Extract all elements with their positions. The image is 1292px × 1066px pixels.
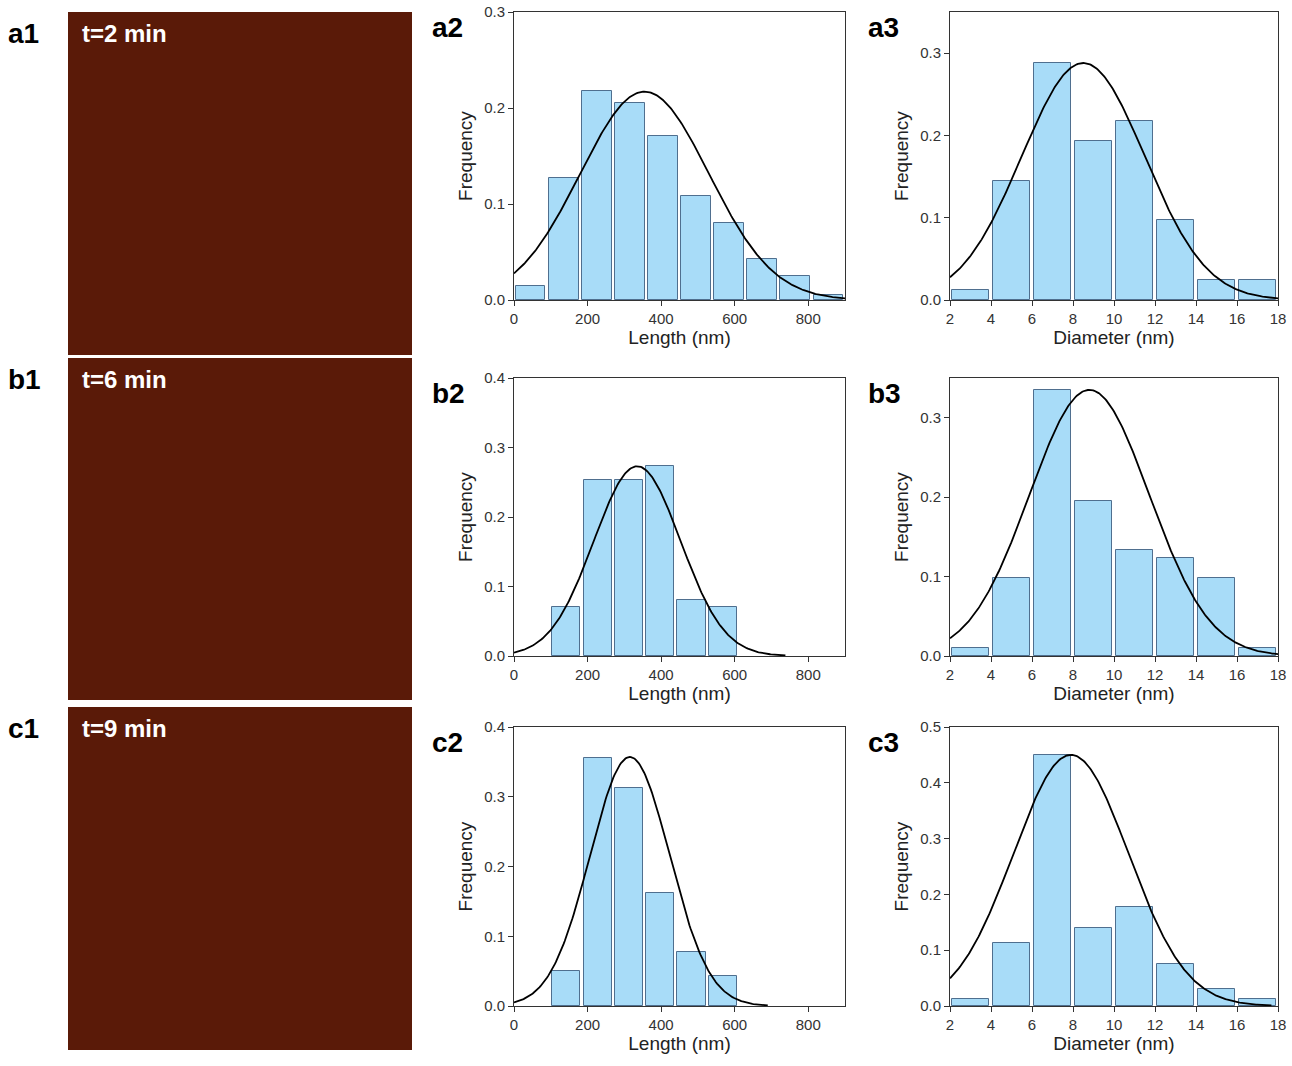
svg-text:6: 6 — [1028, 666, 1036, 683]
svg-text:Frequency: Frequency — [891, 111, 912, 201]
svg-text:0.0: 0.0 — [484, 997, 505, 1014]
svg-text:12: 12 — [1147, 1016, 1164, 1033]
svg-text:18: 18 — [1270, 1016, 1287, 1033]
svg-text:600: 600 — [722, 310, 747, 327]
svg-text:12: 12 — [1147, 310, 1164, 327]
svg-text:Length (nm): Length (nm) — [628, 327, 730, 348]
svg-text:2: 2 — [946, 1016, 954, 1033]
svg-text:0.3: 0.3 — [920, 44, 941, 61]
svg-text:c3: c3 — [868, 727, 899, 758]
svg-text:400: 400 — [649, 1016, 674, 1033]
svg-text:8: 8 — [1069, 1016, 1077, 1033]
svg-text:Diameter (nm): Diameter (nm) — [1053, 683, 1174, 704]
svg-text:8: 8 — [1069, 310, 1077, 327]
svg-text:800: 800 — [796, 310, 821, 327]
svg-text:0.1: 0.1 — [484, 195, 505, 212]
svg-text:0.2: 0.2 — [920, 127, 941, 144]
svg-text:0.2: 0.2 — [920, 488, 941, 505]
svg-text:c1: c1 — [8, 713, 39, 744]
svg-text:16: 16 — [1229, 666, 1246, 683]
svg-text:8: 8 — [1069, 666, 1077, 683]
svg-text:0.0: 0.0 — [484, 647, 505, 664]
svg-text:600: 600 — [722, 666, 747, 683]
svg-text:0.4: 0.4 — [484, 369, 505, 386]
svg-text:2: 2 — [946, 666, 954, 683]
svg-text:400: 400 — [649, 666, 674, 683]
svg-text:14: 14 — [1188, 310, 1205, 327]
svg-text:Frequency: Frequency — [891, 472, 912, 562]
svg-text:14: 14 — [1188, 666, 1205, 683]
svg-text:400: 400 — [649, 310, 674, 327]
svg-text:600: 600 — [722, 1016, 747, 1033]
svg-text:800: 800 — [796, 1016, 821, 1033]
svg-text:200: 200 — [575, 310, 600, 327]
svg-text:0.2: 0.2 — [484, 99, 505, 116]
svg-text:16: 16 — [1229, 310, 1246, 327]
svg-text:0.1: 0.1 — [920, 568, 941, 585]
svg-text:Frequency: Frequency — [455, 821, 476, 911]
svg-text:18: 18 — [1270, 666, 1287, 683]
svg-text:16: 16 — [1229, 1016, 1246, 1033]
svg-text:Frequency: Frequency — [455, 472, 476, 562]
svg-text:4: 4 — [987, 310, 995, 327]
svg-text:0.0: 0.0 — [920, 997, 941, 1014]
svg-text:0: 0 — [510, 1016, 518, 1033]
svg-text:0.3: 0.3 — [484, 788, 505, 805]
svg-text:t=9 min: t=9 min — [82, 715, 167, 742]
svg-text:0: 0 — [510, 666, 518, 683]
svg-text:0.2: 0.2 — [484, 508, 505, 525]
svg-text:4: 4 — [987, 1016, 995, 1033]
svg-text:14: 14 — [1188, 1016, 1205, 1033]
svg-text:200: 200 — [575, 666, 600, 683]
svg-text:18: 18 — [1270, 310, 1287, 327]
svg-text:0.5: 0.5 — [920, 718, 941, 735]
svg-text:6: 6 — [1028, 1016, 1036, 1033]
svg-text:800: 800 — [796, 666, 821, 683]
svg-text:0.0: 0.0 — [920, 291, 941, 308]
svg-text:200: 200 — [575, 1016, 600, 1033]
svg-text:a1: a1 — [8, 18, 39, 49]
svg-text:a3: a3 — [868, 12, 899, 43]
svg-text:10: 10 — [1106, 666, 1123, 683]
svg-text:Frequency: Frequency — [891, 821, 912, 911]
svg-text:0: 0 — [510, 310, 518, 327]
svg-text:b1: b1 — [8, 364, 41, 395]
svg-text:Length (nm): Length (nm) — [628, 1033, 730, 1054]
svg-text:0.3: 0.3 — [484, 439, 505, 456]
svg-text:Length (nm): Length (nm) — [628, 683, 730, 704]
svg-text:0.1: 0.1 — [484, 578, 505, 595]
svg-text:12: 12 — [1147, 666, 1164, 683]
svg-text:0.1: 0.1 — [920, 941, 941, 958]
svg-text:b2: b2 — [432, 378, 465, 409]
svg-text:4: 4 — [987, 666, 995, 683]
svg-text:10: 10 — [1106, 310, 1123, 327]
svg-text:c2: c2 — [432, 727, 463, 758]
svg-text:0.3: 0.3 — [920, 409, 941, 426]
svg-text:2: 2 — [946, 310, 954, 327]
svg-text:0.1: 0.1 — [920, 209, 941, 226]
svg-text:0.2: 0.2 — [484, 858, 505, 875]
svg-text:t=2 min: t=2 min — [82, 20, 167, 47]
svg-text:Frequency: Frequency — [455, 111, 476, 201]
svg-text:Diameter (nm): Diameter (nm) — [1053, 327, 1174, 348]
svg-text:0.1: 0.1 — [484, 928, 505, 945]
svg-text:b3: b3 — [868, 378, 901, 409]
svg-text:a2: a2 — [432, 12, 463, 43]
svg-text:6: 6 — [1028, 310, 1036, 327]
svg-text:0.2: 0.2 — [920, 886, 941, 903]
svg-text:0.3: 0.3 — [920, 830, 941, 847]
svg-text:0.4: 0.4 — [484, 718, 505, 735]
svg-text:0.3: 0.3 — [484, 3, 505, 20]
svg-text:0.0: 0.0 — [920, 647, 941, 664]
svg-text:t=6 min: t=6 min — [82, 366, 167, 393]
svg-text:10: 10 — [1106, 1016, 1123, 1033]
svg-text:0.0: 0.0 — [484, 291, 505, 308]
svg-text:0.4: 0.4 — [920, 774, 941, 791]
svg-text:Diameter (nm): Diameter (nm) — [1053, 1033, 1174, 1054]
